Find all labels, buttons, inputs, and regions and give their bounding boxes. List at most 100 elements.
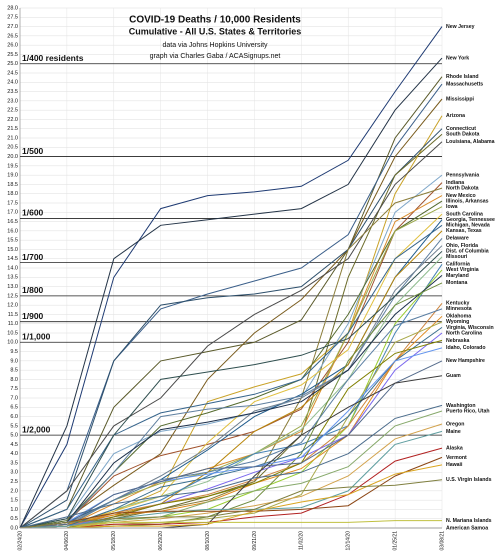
- series-label: South Carolina: [446, 212, 483, 218]
- y-tick-label: 8.0: [10, 377, 18, 383]
- series-label: New Mexico: [446, 193, 476, 199]
- series-label: Montana: [446, 280, 467, 286]
- y-tick-label: 14.5: [7, 256, 18, 262]
- note: graph via Charles Gaba / ACASignups.net: [150, 53, 281, 60]
- y-tick-label: 2.5: [10, 479, 18, 485]
- series-line: [19, 213, 443, 529]
- series-label: Illinois, Arkansas: [446, 199, 489, 205]
- x-tick-label: 01/25/21: [392, 531, 398, 551]
- y-tick-label: 11.0: [8, 321, 18, 327]
- series-line: [19, 275, 443, 529]
- y-tick-label: 21.0: [7, 135, 18, 141]
- y-tick-label: 26.5: [7, 33, 18, 39]
- series-line: [19, 404, 443, 529]
- y-tick-label: 18.0: [7, 191, 18, 197]
- series-line: [19, 200, 443, 529]
- y-tick-label: 19.5: [7, 163, 18, 169]
- x-tick-label: 09/21/20: [252, 531, 258, 551]
- series-label: Mississippi: [446, 96, 475, 102]
- y-tick-label: 4.0: [10, 451, 18, 457]
- y-tick-label: 20.0: [7, 154, 18, 160]
- y-tick-label: 3.5: [10, 460, 18, 466]
- series-line: [19, 174, 443, 529]
- series-label: Kansas, Texas: [446, 228, 482, 234]
- y-tick-label: 14.0: [7, 265, 18, 271]
- series-line: [19, 410, 443, 529]
- series-line: [20, 447, 443, 529]
- y-tick-label: 22.5: [7, 108, 18, 114]
- y-tick-label: 21.5: [7, 126, 18, 132]
- series-label: Georgia, Tennessee: [446, 217, 495, 223]
- series-line: [19, 224, 443, 529]
- series-label: New York: [446, 56, 469, 62]
- reference-label: 1/2,000: [22, 424, 51, 434]
- reference-label: 1/400 residents: [22, 53, 84, 63]
- y-tick-label: 6.0: [10, 414, 18, 420]
- x-tick-label: 08/10/20: [205, 531, 211, 551]
- series-label: N. Mariana Islands: [446, 518, 492, 524]
- series-label: American Samoa: [446, 525, 488, 531]
- series-label: Indiana: [446, 180, 464, 186]
- series-label: Guam: [446, 373, 461, 379]
- series-label: Pennsylvania: [446, 173, 479, 179]
- y-tick-label: 1.5: [10, 498, 18, 504]
- series-label: Kentucky: [446, 301, 469, 307]
- series-label: Virginia, Wisconsin: [446, 325, 494, 331]
- series-label: Michigan, Nevada: [446, 223, 490, 229]
- reference-label: 1/900: [22, 311, 44, 321]
- y-tick-label: 27.0: [7, 24, 18, 30]
- series-line: [19, 315, 443, 529]
- series-line: [19, 182, 443, 529]
- y-tick-label: 17.5: [7, 200, 18, 206]
- series-label: Maryland: [446, 273, 469, 279]
- reference-label: 1/500: [22, 146, 44, 156]
- y-tick-label: 23.0: [7, 98, 18, 104]
- x-tick-label: 03/08/21: [439, 531, 445, 551]
- y-tick-label: 5.0: [10, 433, 18, 439]
- series-line: [19, 332, 443, 529]
- y-tick-label: 11.5: [8, 312, 18, 318]
- y-tick-label: 26.0: [7, 43, 18, 49]
- series-line: [19, 245, 443, 529]
- y-tick-label: 17.0: [7, 210, 18, 216]
- y-tick-label: 16.5: [7, 219, 18, 225]
- series-label: Alaska: [446, 446, 463, 452]
- y-tick-label: 28.0: [7, 5, 18, 11]
- reference-label: 1/1,000: [22, 332, 51, 342]
- series-label: Massachusetts: [446, 82, 483, 88]
- reference-label: 1/700: [22, 252, 44, 262]
- y-tick-label: 8.5: [10, 368, 18, 374]
- y-tick-label: 13.5: [7, 275, 18, 281]
- y-tick-label: 9.5: [10, 349, 18, 355]
- series-label: Louisiana, Alabama: [446, 139, 495, 145]
- x-tick-label: 04/06/20: [64, 531, 70, 551]
- x-tick-label: 11/02/20: [299, 531, 305, 550]
- series-line: [20, 520, 442, 529]
- y-tick-label: 16.0: [7, 228, 18, 234]
- series-line: [19, 26, 443, 529]
- y-tick-label: 18.5: [7, 182, 18, 188]
- series-line: [19, 347, 443, 529]
- series-line: [19, 479, 443, 529]
- series-label: Connecticut: [446, 126, 476, 132]
- y-tick-label: 7.0: [10, 395, 18, 401]
- y-tick-label: 9.0: [10, 358, 18, 364]
- y-tick-label: 0.0: [10, 525, 18, 531]
- series-label: U.S. Virgin Islands: [446, 477, 492, 483]
- note: data via Johns Hopkins University: [162, 42, 268, 49]
- y-tick-label: 2.0: [10, 488, 18, 494]
- series-label: Hawaii: [446, 462, 463, 468]
- y-tick-label: 1.0: [10, 507, 18, 513]
- series-line: [19, 308, 443, 529]
- series-label: Oregon: [446, 421, 464, 427]
- y-tick-label: 6.5: [10, 405, 18, 411]
- series-line: [19, 250, 443, 529]
- x-tick-label: 05/18/20: [111, 531, 117, 551]
- reference-label: 1/600: [22, 208, 44, 218]
- series-line: [19, 141, 443, 529]
- series-label: Vermont: [446, 455, 467, 461]
- y-tick-label: 25.5: [7, 52, 18, 58]
- series-line: [19, 83, 443, 529]
- chart-title: COVID-19 Deaths / 10,000 Residents: [129, 15, 301, 26]
- series-label: Washington: [446, 403, 476, 409]
